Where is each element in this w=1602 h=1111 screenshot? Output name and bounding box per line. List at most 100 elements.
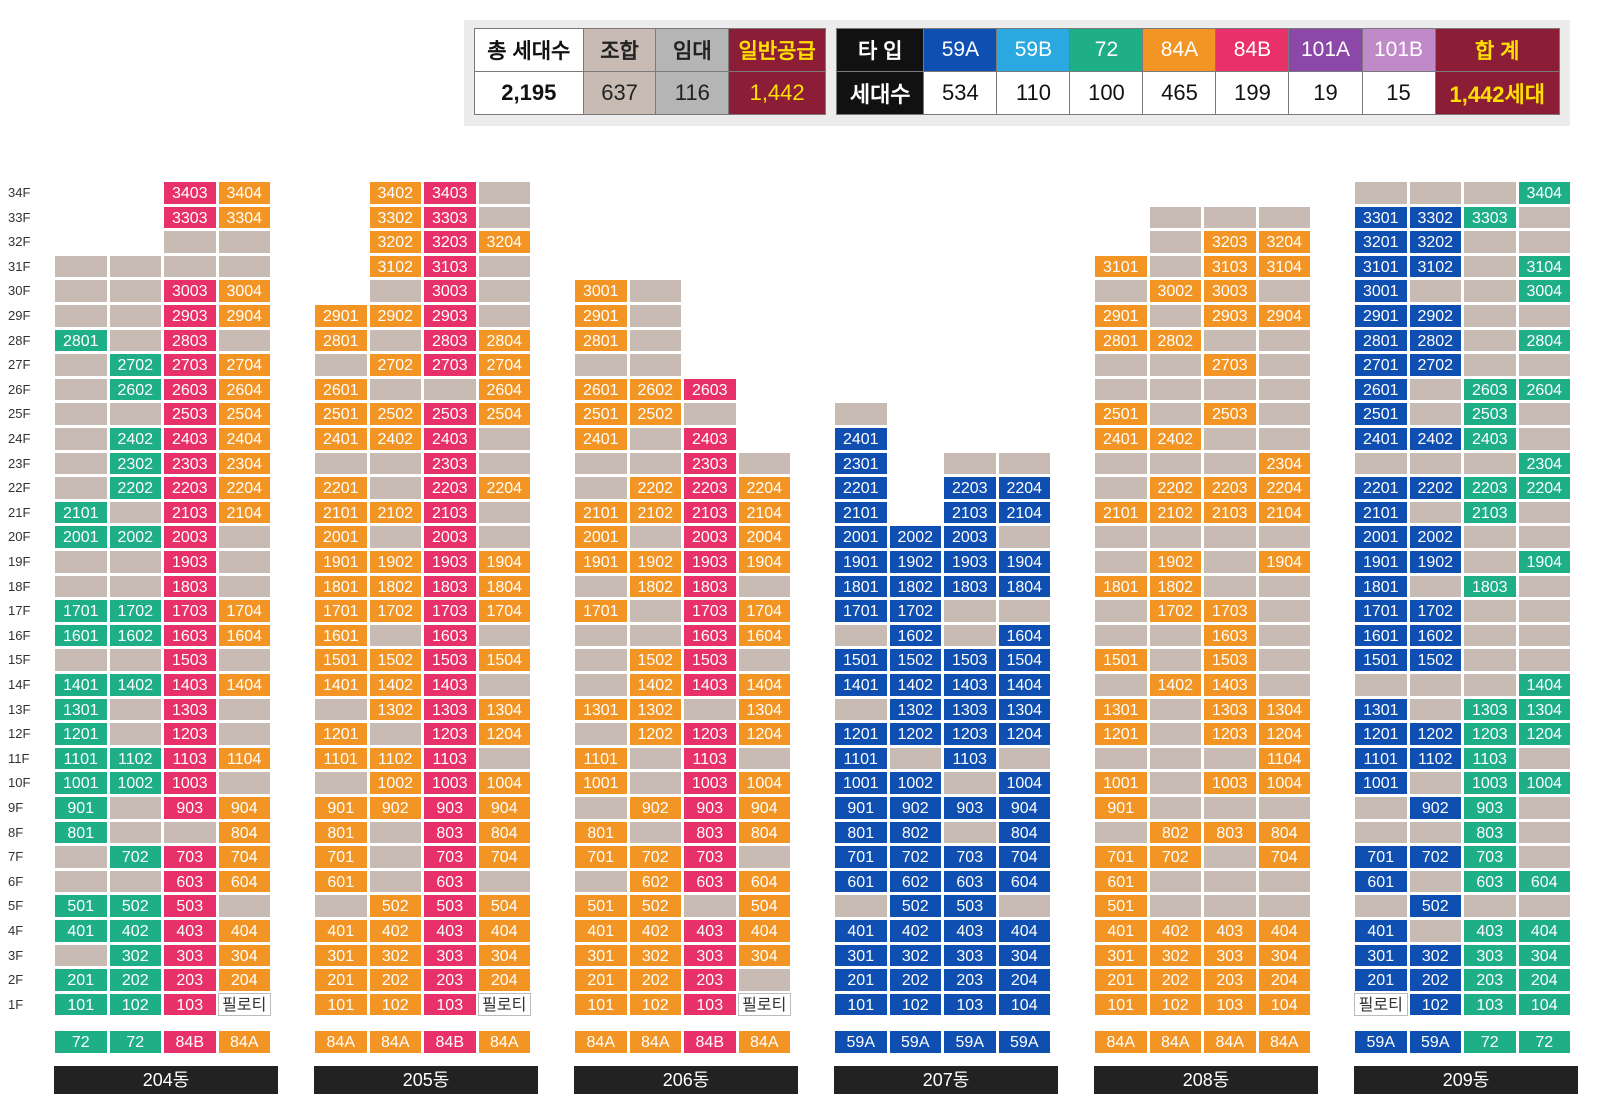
unit-cell: 1703 (163, 599, 217, 623)
unit-cell: 1902 (1408, 550, 1462, 574)
unit-cell: 3202 (1408, 230, 1462, 254)
unit-cell: 801 (834, 820, 888, 845)
unit-cell-non-general (1257, 648, 1311, 672)
unit-cell: 304 (997, 943, 1051, 968)
unit-cell-non-general (574, 353, 628, 377)
unit-cell: 1504 (477, 648, 531, 672)
unit-cell: 501 (574, 894, 628, 918)
unit-cell-non-general (737, 574, 791, 599)
unit-cell: 1803 (943, 574, 997, 599)
unit-cell: 2501 (574, 402, 628, 426)
type-count-101b: 15 (1361, 71, 1436, 115)
unit-cell: 1004 (737, 771, 791, 795)
floor-label: 5F (8, 898, 24, 914)
unit-cell-non-general (1517, 205, 1571, 230)
unit-cell-non-general (943, 820, 997, 845)
building-name-label: 207동 (834, 1066, 1058, 1094)
unit-cell-non-general (1257, 205, 1311, 230)
unit-cell: 403 (683, 919, 737, 943)
unit-cell: 3001 (1354, 279, 1408, 303)
unit-cell: 2001 (574, 525, 628, 549)
unit-cell: 403 (423, 919, 477, 943)
unit-cell: 102 (1148, 992, 1202, 1017)
unit-cell: 2304 (1257, 451, 1311, 476)
unit-cell-non-general (1463, 304, 1517, 328)
unit-cell: 1303 (163, 697, 217, 722)
unit-cell: 1502 (368, 648, 422, 672)
unit-cell: 1003 (683, 771, 737, 795)
unit-cell: 1101 (834, 746, 888, 771)
unit-cell: 1802 (1148, 574, 1202, 599)
unit-cell: 1504 (997, 648, 1051, 672)
unit-cell: 1603 (683, 623, 737, 648)
unit-cell: 2801 (314, 328, 368, 353)
unit-cell-non-general (217, 254, 271, 279)
unit-cell: 104 (1257, 992, 1311, 1017)
unit-cell: 2803 (423, 328, 477, 353)
unit-cell: 801 (574, 820, 628, 845)
unit-cell: 404 (737, 919, 791, 943)
unit-cell: 1601 (54, 623, 108, 648)
unit-cell: 2401 (834, 427, 888, 451)
unit-cell: 1402 (628, 673, 682, 697)
unit-cell: 401 (1094, 919, 1148, 943)
unit-cell-non-general (628, 304, 682, 328)
piloti-cell: 필로티 (1354, 992, 1408, 1017)
line-type-label: 84A (477, 1030, 531, 1054)
unit-cell: 502 (888, 894, 942, 918)
unit-cell-non-general (1148, 230, 1202, 254)
unit-cell: 1202 (628, 722, 682, 746)
line-type-label: 84A (1094, 1030, 1148, 1054)
unit-cell-non-general (737, 746, 791, 771)
unit-cell: 1603 (163, 623, 217, 648)
floor-label: 10F (8, 775, 31, 791)
unit-cell-non-general (108, 254, 162, 279)
unit-cell: 401 (1354, 919, 1408, 943)
unit-cell: 1601 (314, 623, 368, 648)
unit-cell: 1101 (574, 746, 628, 771)
unit-cell: 402 (888, 919, 942, 943)
unit-cell: 604 (217, 869, 271, 894)
unit-cell: 3301 (1354, 205, 1408, 230)
unit-cell: 804 (217, 820, 271, 845)
unit-cell: 1103 (1463, 746, 1517, 771)
unit-cell-non-general (1463, 451, 1517, 476)
unit-cell: 404 (997, 919, 1051, 943)
rental-value: 116 (655, 71, 730, 115)
unit-cell: 2302 (108, 451, 162, 476)
unit-cell-non-general (1257, 894, 1311, 918)
unit-cell: 204 (217, 968, 271, 992)
unit-cell-non-general (834, 697, 888, 722)
unit-cell-non-general (54, 427, 108, 451)
unit-cell: 1503 (1203, 648, 1257, 672)
unit-cell: 1102 (1408, 746, 1462, 771)
unit-cell: 2802 (1408, 328, 1462, 353)
unit-cell: 1402 (1148, 673, 1202, 697)
unit-cell: 1503 (163, 648, 217, 672)
unit-cell: 3302 (1408, 205, 1462, 230)
unit-cell-non-general (54, 254, 108, 279)
unit-cell: 701 (1354, 845, 1408, 869)
floor-label: 18F (8, 578, 31, 594)
unit-cell: 701 (314, 845, 368, 869)
unit-cell: 2103 (943, 500, 997, 525)
unit-cell-non-general (1148, 451, 1202, 476)
floor-label: 14F (8, 677, 31, 692)
unit-cell: 2104 (217, 500, 271, 525)
unit-cell: 2101 (834, 500, 888, 525)
unit-cell-non-general (1148, 746, 1202, 771)
unit-cell: 703 (163, 845, 217, 869)
unit-cell-non-general (217, 648, 271, 672)
unit-cell: 1002 (108, 771, 162, 795)
unit-cell: 3302 (368, 205, 422, 230)
building-type-row: 84A 84A 84B 84A (314, 1030, 538, 1056)
unit-cell: 2203 (423, 476, 477, 500)
unit-cell-non-general (1517, 796, 1571, 820)
unit-cell: 2703 (163, 353, 217, 377)
unit-cell: 102 (888, 992, 942, 1017)
unit-cell-non-general (54, 869, 108, 894)
unit-cell-non-general (1148, 525, 1202, 549)
unit-cell: 1201 (1094, 722, 1148, 746)
unit-cell-non-general (1517, 599, 1571, 623)
unit-cell-non-general (997, 451, 1051, 476)
